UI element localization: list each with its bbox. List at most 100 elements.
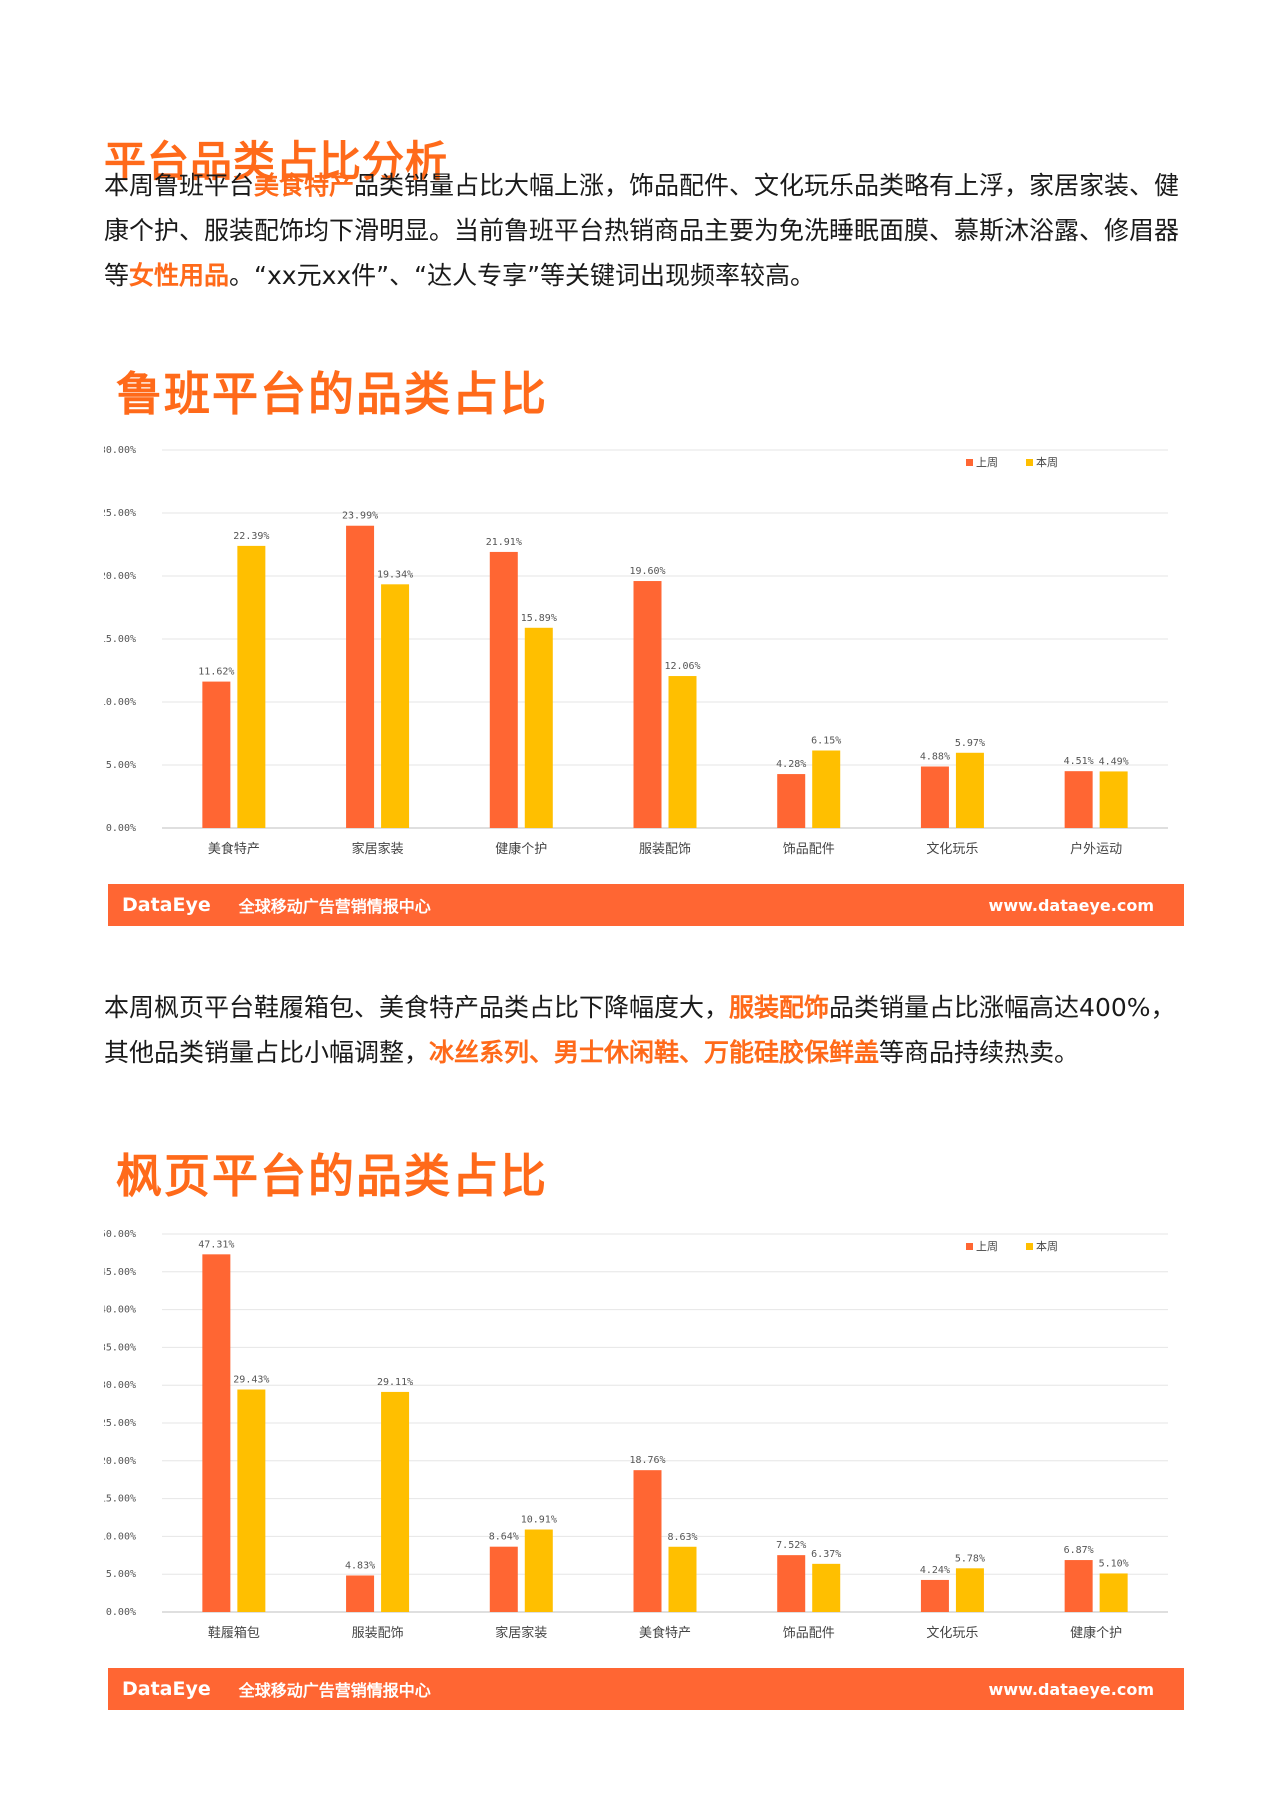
y-tick-label: 20.00% (104, 571, 136, 582)
bar-curr (524, 1529, 553, 1612)
footer-bar-2: DataEye 全球移动广告营销情报中心 www.dataeye.com (108, 1668, 1184, 1710)
data-label: 4.51% (1064, 756, 1094, 767)
section-title: 平台品类占比分析 (104, 137, 449, 186)
bar-prev (346, 1575, 375, 1612)
bar-curr (381, 584, 410, 828)
y-tick-label: 10.00% (104, 1531, 136, 1542)
footer-bar-1: DataEye 全球移动广告营销情报中心 www.dataeye.com (108, 884, 1184, 926)
x-tick-label: 鞋履箱包 (208, 1625, 260, 1641)
data-label: 4.49% (1099, 756, 1129, 767)
footer-site-link[interactable]: www.dataeye.com (988, 1679, 1154, 1699)
bar-prev (202, 681, 231, 828)
data-label: 22.39% (233, 531, 269, 542)
x-tick-label: 文化玩乐 (926, 1626, 978, 1641)
y-tick-label: 0.00% (106, 823, 136, 834)
bar-curr (955, 1568, 984, 1612)
x-tick-label: 美食特产 (639, 1625, 691, 1641)
chart-fengye-svg: 0.00% 5.00% 10.00% 15.00% 20.00% 25.00% 30.00%… (104, 1229, 1168, 1641)
bar-curr (668, 1546, 697, 1612)
bar-prev (346, 525, 375, 828)
para2-text-2: 品类销量占比涨幅高达400%，其他品类销量占比小幅调整， (104, 993, 1176, 1067)
chart-fengye: 0.00% 5.00% 10.00% 15.00% 20.00% 25.00% 30.00%… (104, 1224, 1186, 1664)
x-tick-label: 户外运动 (1070, 841, 1122, 857)
footer-tagline: 全球移动广告营销情报中心 (238, 1681, 431, 1700)
legend-label: 上周 (976, 1240, 998, 1253)
bar-curr (237, 1389, 266, 1612)
bar-curr (1099, 771, 1128, 828)
data-label: 10.91% (521, 1515, 557, 1526)
data-label: 4.88% (920, 752, 950, 763)
legend-label: 上周 (976, 456, 998, 469)
y-tick-label: 45.00% (104, 1267, 136, 1278)
y-tick-label: 15.00% (104, 1494, 136, 1505)
x-tick-label: 服装配饰 (639, 842, 691, 857)
x-tick-label: 文化玩乐 (926, 842, 978, 857)
bar-curr (237, 545, 266, 828)
data-label: 47.31% (198, 1239, 234, 1250)
para1-text-1: 本周鲁班平台 (104, 171, 255, 200)
data-label: 5.10% (1099, 1558, 1129, 1569)
legend-swatch (1026, 459, 1033, 466)
footer-tagline: 全球移动广告营销情报中心 (238, 897, 431, 916)
bar-curr (668, 676, 697, 828)
data-label: 8.64% (489, 1532, 519, 1543)
data-label: 11.62% (198, 667, 234, 678)
para2-text-1: 本周枫页平台鞋履箱包、美食特产品类占比下降幅度大， (104, 993, 730, 1022)
para1-highlight-1: 美食特产 (254, 171, 355, 200)
y-tick-label: 15.00% (104, 634, 136, 645)
intro-paragraph-luban: 本周鲁班平台美食特产品类销量占比大幅上涨，饰品配件、文化玩乐品类略有上浮，家居家… (104, 163, 1194, 298)
legend-label: 本周 (1036, 455, 1058, 469)
y-tick-label: 40.00% (104, 1305, 136, 1316)
chart-luban: 0.00% 5.00% 10.00% 15.00% 20.00% 25.00% 30.00%… (104, 440, 1186, 880)
y-tick-label: 30.00% (104, 445, 136, 456)
x-tick-label: 饰品配件 (783, 842, 835, 857)
bar-prev (633, 1470, 662, 1612)
bar-prev (920, 1579, 949, 1612)
y-tick-label: 30.00% (104, 1380, 136, 1391)
y-tick-label: 5.00% (106, 1569, 136, 1580)
x-tick-label: 服装配饰 (352, 1626, 404, 1641)
legend-swatch (966, 459, 973, 466)
data-label: 19.34% (377, 569, 413, 580)
y-tick-label: 5.00% (106, 760, 136, 771)
data-label: 29.43% (233, 1375, 269, 1386)
bar-prev (489, 551, 518, 828)
footer-site-link[interactable]: www.dataeye.com (988, 895, 1154, 915)
bar-prev (1064, 1560, 1093, 1612)
y-tick-label: 25.00% (104, 508, 136, 519)
x-tick-label: 美食特产 (208, 841, 260, 857)
data-label: 6.87% (1064, 1545, 1094, 1556)
data-label: 4.28% (776, 759, 806, 770)
para1-highlight-2: 女性用品 (129, 261, 230, 290)
legend-swatch (966, 1243, 973, 1250)
footer-left: DataEye 全球移动广告营销情报中心 (122, 893, 431, 917)
bar-curr (812, 1563, 841, 1612)
data-label: 23.99% (342, 511, 378, 522)
y-tick-label: 50.00% (104, 1229, 136, 1240)
bar-prev (633, 581, 662, 828)
data-label: 4.83% (345, 1560, 375, 1571)
data-label: 7.52% (776, 1540, 806, 1551)
brand-logo: DataEye (122, 1678, 211, 1700)
bar-prev (777, 774, 806, 828)
chart-title-fengye: 枫页平台的品类占比 (116, 1149, 548, 1203)
footer-left: DataEye 全球移动广告营销情报中心 (122, 1677, 431, 1701)
brand-logo: DataEye (122, 894, 211, 916)
para1-text-3: 。“xx元xx件”、“达人专享”等关键词出现频率较高。 (229, 261, 816, 290)
data-label: 5.97% (955, 738, 985, 749)
y-tick-label: 35.00% (104, 1342, 136, 1353)
data-label: 8.63% (667, 1532, 697, 1543)
data-label: 12.06% (664, 661, 700, 672)
x-tick-label: 健康个护 (495, 841, 547, 857)
bar-prev (202, 1254, 231, 1612)
data-label: 6.37% (811, 1549, 841, 1560)
chart-title-luban: 鲁班平台的品类占比 (116, 367, 548, 421)
data-label: 19.60% (629, 566, 665, 577)
bar-curr (812, 750, 841, 828)
bar-prev (777, 1555, 806, 1612)
para2-highlight-2: 冰丝系列、男士休闲鞋、万能硅胶保鲜盖 (429, 1038, 880, 1067)
data-label: 21.91% (486, 537, 522, 548)
para1-text-2: 品类销量占比大幅上涨，饰品配件、文化玩乐品类略有上浮，家居家装、健康个护、服装配… (104, 171, 1180, 290)
para2-text-3: 等商品持续热卖。 (879, 1038, 1080, 1067)
x-tick-label: 饰品配件 (783, 1626, 835, 1641)
